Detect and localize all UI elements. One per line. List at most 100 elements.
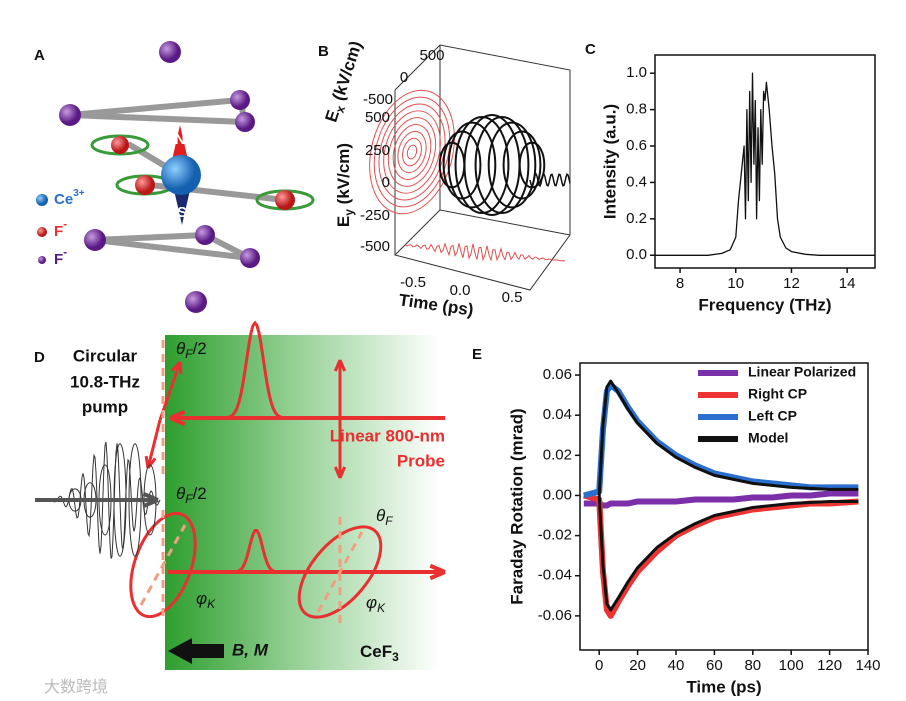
field-3d-plot bbox=[369, 44, 571, 291]
tick-label: 0.0 bbox=[450, 282, 471, 299]
angle-label: θF/2 bbox=[176, 484, 207, 506]
moment-arrow bbox=[174, 190, 190, 225]
series-line bbox=[597, 379, 859, 496]
tick-label: 250 bbox=[365, 142, 390, 159]
label-sub: K bbox=[377, 601, 386, 615]
ex-projection bbox=[369, 89, 455, 215]
y-tick-label: 0.06 bbox=[543, 366, 572, 383]
ex-projection bbox=[387, 117, 437, 187]
f-ion bbox=[240, 248, 260, 268]
angle-label: φK bbox=[366, 593, 386, 615]
axis-dash bbox=[139, 524, 187, 606]
probe-pulse bbox=[214, 320, 296, 420]
charge: - bbox=[63, 245, 67, 259]
x-tick-label: 8 bbox=[676, 275, 684, 292]
y-tick-label: 0.0 bbox=[626, 246, 647, 263]
symbol: F bbox=[54, 223, 63, 240]
label-rest: /2 bbox=[193, 339, 207, 358]
series-line bbox=[655, 72, 875, 256]
label-main: θ bbox=[376, 506, 386, 525]
crystal-slab bbox=[165, 335, 440, 670]
x-axis-label: Frequency (THz) bbox=[698, 295, 831, 314]
moment-arrow bbox=[172, 125, 188, 160]
x-tick-label: 12 bbox=[783, 275, 800, 292]
tick-label: -500 bbox=[363, 91, 393, 108]
tick-label: -250 bbox=[360, 207, 390, 224]
f-ion bbox=[230, 90, 250, 110]
label-sub: 3 bbox=[392, 650, 399, 664]
ex-projection bbox=[406, 144, 418, 160]
label-main: θ bbox=[176, 484, 186, 503]
y-tick-label: 0.8 bbox=[626, 101, 647, 118]
arrow-head bbox=[333, 466, 347, 479]
x-tick-label: 80 bbox=[744, 657, 761, 674]
y-tick-label: 0.2 bbox=[626, 210, 647, 227]
f-ion bbox=[195, 225, 215, 245]
watermark: 大数跨境 bbox=[44, 677, 108, 696]
legend-dot bbox=[36, 194, 48, 206]
y-axis-label: Intensity (a.u.) bbox=[600, 104, 619, 219]
f-ion bbox=[59, 104, 81, 126]
f-ion bbox=[185, 291, 207, 313]
probe-label: Linear 800-nm bbox=[330, 426, 445, 445]
legend-dot bbox=[38, 256, 46, 264]
series-line bbox=[597, 495, 859, 612]
label-main: θ bbox=[176, 339, 186, 358]
x-tick-label: 100 bbox=[779, 657, 804, 674]
angle-label: θF bbox=[376, 506, 393, 528]
x-tick-label: 40 bbox=[668, 657, 685, 674]
x-axis-label: Time (ps) bbox=[686, 677, 761, 696]
field-label: B, M bbox=[232, 640, 269, 659]
legend-label: F- bbox=[54, 217, 67, 240]
label-sub: K bbox=[207, 597, 216, 611]
pole-label: N bbox=[175, 131, 186, 148]
series-line bbox=[583, 492, 859, 619]
charts: C 8 10 12 14 0.0 0.2 0.4 0.6 0.8 1.0 Frequency (THz… bbox=[472, 41, 881, 697]
ex-projection bbox=[383, 110, 441, 194]
label-main: CeF bbox=[360, 642, 392, 661]
tick-label: -0.5 bbox=[400, 274, 426, 291]
probe-label: Probe bbox=[397, 451, 445, 470]
plot-frame bbox=[579, 362, 869, 651]
field-loop bbox=[474, 115, 530, 215]
legend-dot bbox=[37, 227, 47, 237]
polarization-ellipse bbox=[297, 525, 383, 619]
y-tick-label: -0.04 bbox=[538, 567, 572, 584]
label-main: φ bbox=[366, 593, 377, 612]
tick-label: 0 bbox=[400, 69, 408, 86]
axis-dash bbox=[316, 531, 364, 613]
field-loop bbox=[463, 114, 521, 216]
label-rest: /2 bbox=[193, 484, 207, 503]
arrow-head bbox=[144, 455, 157, 469]
angle-label: φK bbox=[196, 589, 216, 611]
pump-label: pump bbox=[82, 397, 128, 416]
tick-label: 500 bbox=[365, 109, 390, 126]
pump-label: 10.8-THz bbox=[70, 372, 140, 391]
ex-projection bbox=[373, 96, 451, 208]
angle-label: θF/2 bbox=[176, 339, 207, 361]
probe-pulse bbox=[224, 529, 290, 574]
polarization-ellipse bbox=[129, 511, 197, 619]
charge: - bbox=[63, 217, 67, 231]
y-tick-label: 1.0 bbox=[626, 64, 647, 81]
bond bbox=[67, 97, 243, 118]
f-ion bbox=[135, 175, 155, 195]
y-axis-label: Faraday Rotation (mrad) bbox=[507, 408, 526, 604]
axis-label: Ex (kV/cm) bbox=[322, 39, 369, 126]
crystal-structure bbox=[59, 41, 315, 313]
y-tick-label: -0.06 bbox=[538, 607, 572, 624]
label-main: φ bbox=[196, 589, 207, 608]
legend-label: Left CP bbox=[748, 408, 797, 424]
f-ion bbox=[111, 136, 129, 154]
panel-letter: C bbox=[585, 41, 596, 58]
y-tick-label: -0.02 bbox=[538, 527, 572, 544]
label-sub: x bbox=[333, 104, 348, 115]
bond bbox=[92, 232, 208, 243]
y-tick-label: 0.00 bbox=[543, 486, 572, 503]
f-ion bbox=[84, 229, 106, 251]
box-edge bbox=[394, 209, 441, 256]
panel-letter: B bbox=[318, 43, 329, 60]
field-arrow bbox=[168, 638, 192, 664]
plot-frame bbox=[654, 54, 876, 269]
